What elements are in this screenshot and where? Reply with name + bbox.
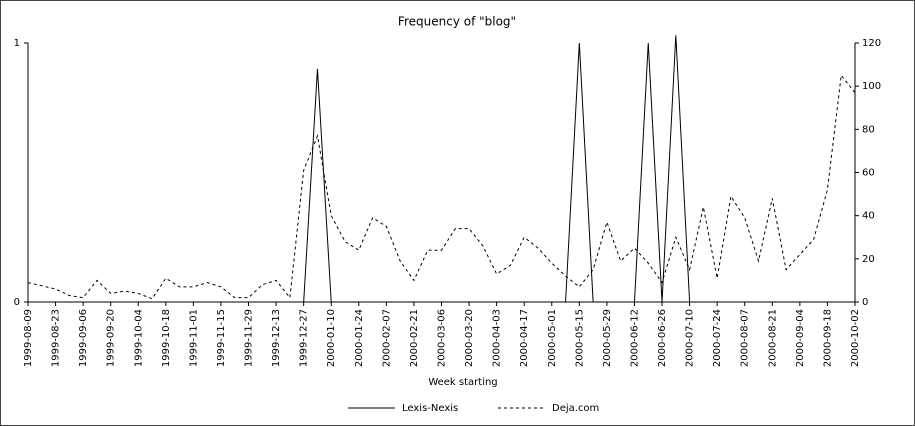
x-tick-label: 1999-11-29 bbox=[244, 309, 255, 367]
y2-tick-label: 80 bbox=[862, 124, 875, 135]
x-tick-label: 2000-07-10 bbox=[685, 309, 696, 367]
x-tick-label: 1999-12-27 bbox=[299, 309, 310, 367]
x-tick-label: 1999-11-15 bbox=[216, 309, 227, 367]
x-tick-label: 1999-12-13 bbox=[271, 309, 282, 367]
x-tick-label: 2000-01-10 bbox=[326, 309, 337, 367]
y2-tick-label: 0 bbox=[862, 297, 868, 308]
series-line bbox=[28, 35, 855, 303]
x-tick-label: 1999-08-23 bbox=[51, 309, 62, 367]
x-tick-label: 2000-05-15 bbox=[574, 309, 585, 367]
x-tick-label: 1999-09-06 bbox=[78, 309, 89, 367]
x-tick-label: 2000-02-07 bbox=[381, 309, 392, 367]
x-tick-label: 2000-06-26 bbox=[657, 309, 668, 367]
x-tick-label: 2000-04-17 bbox=[519, 309, 530, 367]
x-tick-label: 2000-04-03 bbox=[492, 309, 503, 367]
y2-tick-label: 40 bbox=[862, 211, 875, 222]
y2-tick-label: 20 bbox=[862, 254, 875, 265]
x-tick-label: 2000-08-07 bbox=[740, 309, 751, 367]
x-tick-label: 2000-09-18 bbox=[822, 309, 833, 367]
y2-tick-label: 100 bbox=[862, 81, 881, 92]
y2-tick-label: 120 bbox=[862, 38, 881, 49]
legend-label: Deja.com bbox=[552, 403, 599, 414]
x-tick-label: 2000-08-21 bbox=[767, 309, 778, 367]
x-tick-label: 2000-05-01 bbox=[547, 309, 558, 367]
y-tick-label: 1 bbox=[14, 38, 20, 49]
x-axis-label: Week starting bbox=[428, 377, 497, 388]
x-tick-label: 2000-03-20 bbox=[464, 309, 475, 367]
series-line bbox=[27, 74, 856, 300]
x-tick-label: 1999-11-01 bbox=[188, 309, 199, 367]
x-tick-label: 2000-03-06 bbox=[437, 309, 448, 367]
x-tick-label: 1999-08-09 bbox=[23, 309, 34, 367]
y-tick-label: 0 bbox=[14, 297, 20, 308]
x-tick-label: 2000-05-29 bbox=[602, 309, 613, 367]
x-tick-label: 1999-10-04 bbox=[133, 309, 144, 367]
x-tick-label: 2000-07-24 bbox=[712, 309, 723, 367]
x-tick-label: 2000-09-04 bbox=[795, 309, 806, 367]
x-tick-label: 2000-10-02 bbox=[850, 309, 861, 367]
chart-title: Frequency of "blog" bbox=[398, 15, 516, 29]
x-tick-label: 2000-06-12 bbox=[629, 309, 640, 367]
x-tick-label: 2000-02-21 bbox=[409, 309, 420, 367]
legend-label: Lexis-Nexis bbox=[402, 403, 458, 414]
y2-tick-label: 60 bbox=[862, 168, 875, 179]
x-tick-label: 2000-01-24 bbox=[354, 309, 365, 367]
x-tick-label: 1999-10-18 bbox=[161, 309, 172, 367]
x-tick-label: 1999-09-20 bbox=[106, 309, 117, 367]
